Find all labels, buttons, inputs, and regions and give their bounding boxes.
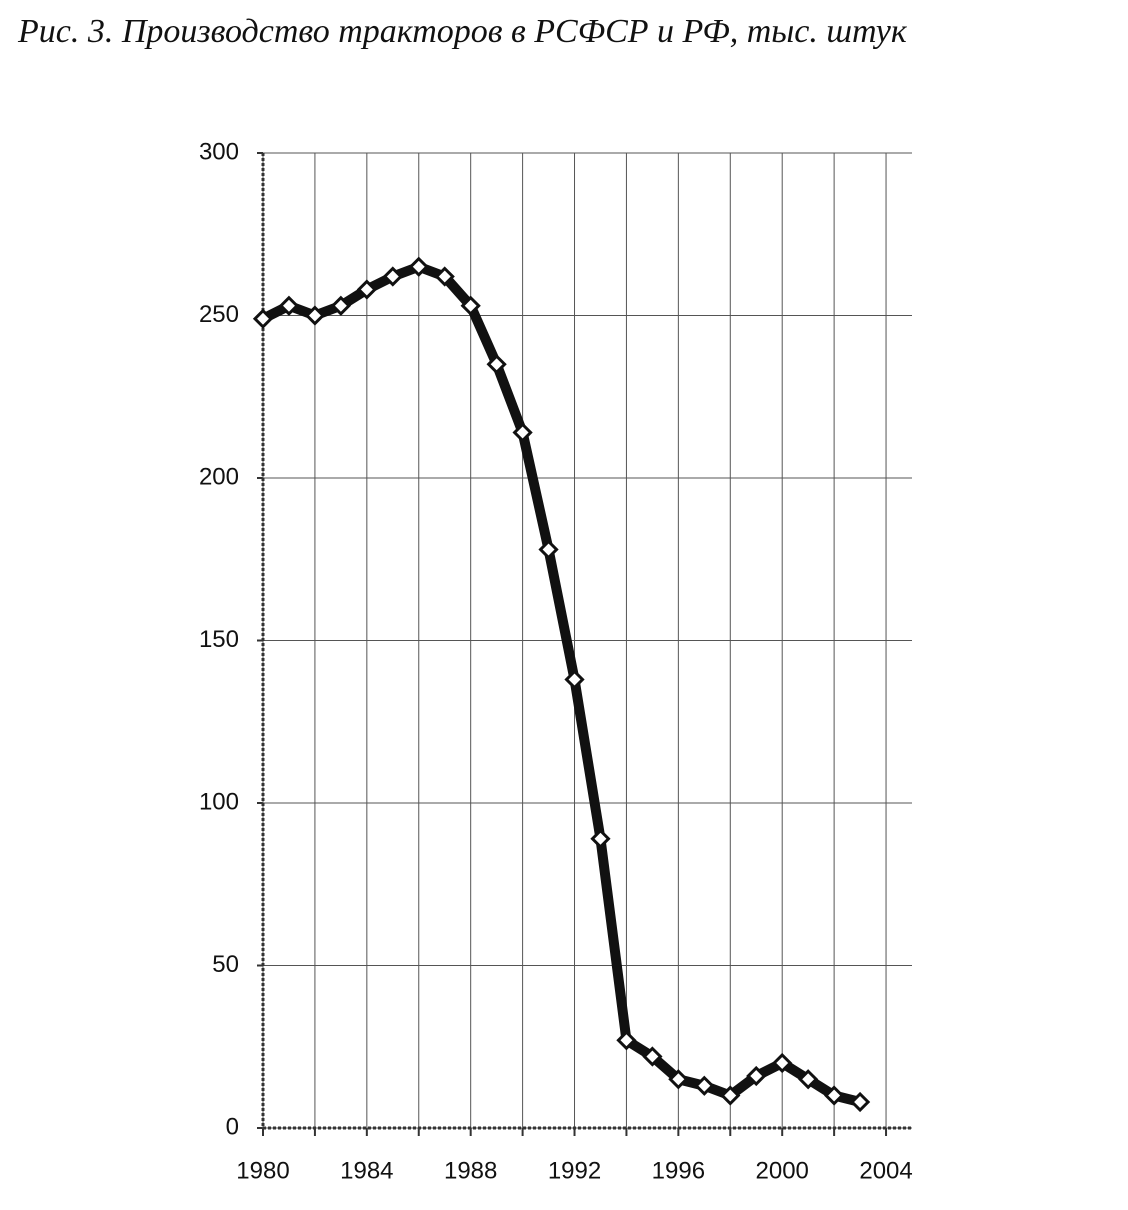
data-point xyxy=(434,266,455,287)
x-tick-label: 1992 xyxy=(548,1157,601,1184)
data-point xyxy=(798,1069,819,1090)
x-tick-label: 1988 xyxy=(444,1157,497,1184)
data-point xyxy=(668,1069,689,1090)
data-point xyxy=(252,308,274,329)
y-tick-label: 250 xyxy=(199,301,239,328)
data-point xyxy=(382,266,403,287)
data-point xyxy=(642,1046,663,1067)
data-point xyxy=(694,1075,715,1096)
x-tick-label: 1980 xyxy=(236,1157,289,1184)
data-point xyxy=(590,828,611,849)
y-tick-label: 100 xyxy=(199,788,239,815)
x-tick-label: 2000 xyxy=(756,1157,809,1184)
data-point xyxy=(616,1030,637,1051)
data-point xyxy=(564,669,585,690)
chart-title: Рис. 3. Производство тракторов в РСФСР и… xyxy=(17,13,908,50)
data-point xyxy=(746,1065,767,1087)
data-point xyxy=(823,1085,845,1106)
data-point xyxy=(486,354,507,375)
y-tick-label: 300 xyxy=(199,138,239,165)
data-point xyxy=(460,295,481,316)
y-tick-label: 50 xyxy=(212,951,239,978)
x-tick-label: 1984 xyxy=(340,1157,393,1184)
y-tick-label: 150 xyxy=(199,626,239,653)
y-tick-label: 200 xyxy=(199,463,239,490)
data-point xyxy=(304,305,326,326)
data-point xyxy=(772,1052,793,1074)
x-tick-label: 1996 xyxy=(652,1157,705,1184)
data-point xyxy=(330,295,352,316)
data-point xyxy=(408,256,429,277)
data-line xyxy=(260,261,862,1107)
data-point xyxy=(356,279,377,300)
data-point xyxy=(720,1085,741,1106)
x-tick-label: 2004 xyxy=(859,1157,912,1184)
y-tick-label: 0 xyxy=(226,1113,239,1140)
data-point xyxy=(538,539,559,560)
data-point xyxy=(278,295,300,316)
data-point xyxy=(849,1091,871,1113)
data-point xyxy=(512,422,533,443)
